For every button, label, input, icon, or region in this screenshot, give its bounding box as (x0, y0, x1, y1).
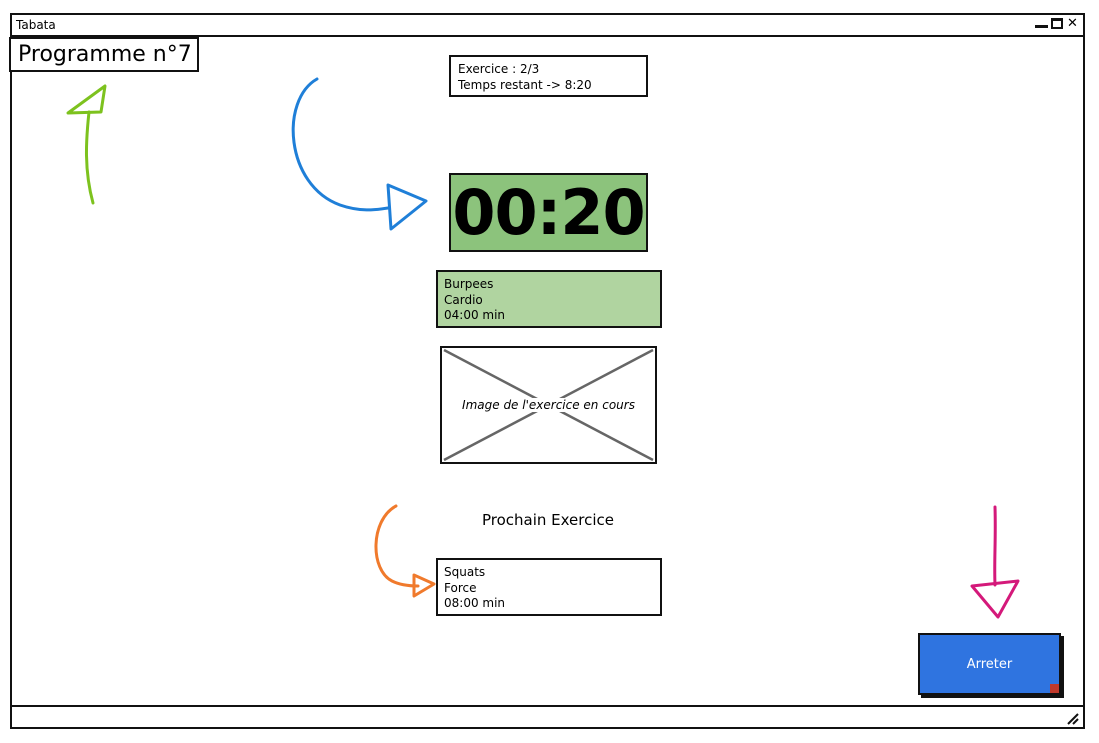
remaining-time: Temps restant -> 8:20 (458, 78, 592, 92)
window-title: Tabata (16, 18, 56, 32)
image-caption-text: Image de l'exercice en cours (460, 398, 637, 412)
minimize-icon[interactable] (1035, 17, 1048, 30)
close-icon[interactable]: ✕ (1067, 16, 1078, 31)
current-exercise-duration: 04:00 min (444, 308, 506, 322)
next-exercise-card: Squats Force 08:00 min (436, 558, 662, 616)
progress-info: Exercice : 2/3 Temps restant -> 8:20 (449, 55, 648, 97)
window-controls: ✕ (1035, 17, 1079, 30)
stop-button-label: Arreter (966, 656, 1013, 672)
countdown-timer: 00:20 (449, 173, 648, 252)
title-bar: Tabata ✕ (12, 15, 1083, 37)
programme-title: Programme n°7 (9, 37, 199, 72)
next-exercise-heading: Prochain Exercice (481, 511, 615, 529)
stop-button-corner-marker (1050, 684, 1059, 693)
exercise-image-placeholder: Image de l'exercice en cours (440, 346, 657, 464)
maximize-icon[interactable] (1051, 18, 1063, 29)
next-exercise-duration: 08:00 min (444, 596, 506, 610)
exercise-counter: Exercice : 2/3 (458, 62, 540, 76)
next-exercise-name: Squats (444, 565, 486, 579)
status-bar (12, 705, 1083, 727)
next-exercise-category: Force (444, 580, 477, 595)
resize-grip-icon[interactable] (1065, 711, 1079, 725)
current-exercise-name: Burpees (444, 277, 494, 291)
current-exercise-card: Burpees Cardio 04:00 min (436, 270, 662, 328)
stop-button[interactable]: Arreter (918, 633, 1061, 695)
image-caption: Image de l'exercice en cours (442, 398, 655, 412)
current-exercise-category: Cardio (444, 292, 483, 307)
